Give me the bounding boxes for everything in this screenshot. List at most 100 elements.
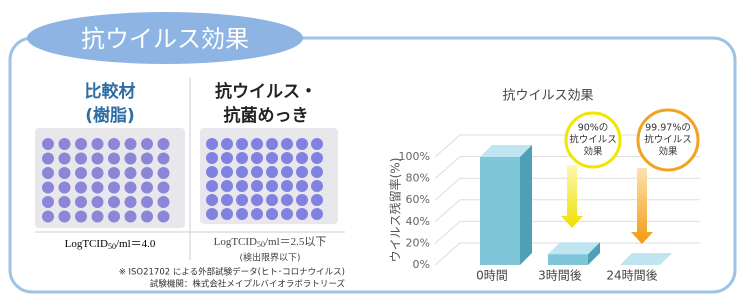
well (281, 152, 293, 164)
bar-side (520, 145, 532, 265)
footnote: 試験機関：株式会社メイプルバイオラボラトリーズ (150, 279, 346, 290)
well (311, 138, 323, 150)
well (59, 153, 71, 165)
well (75, 211, 87, 223)
well (266, 208, 278, 220)
well (42, 153, 54, 165)
column-title: 抗菌めっき (224, 105, 309, 126)
annotation-text: 抗ウイルス (569, 134, 617, 146)
tab-title: 抗ウイルス効果 (81, 25, 249, 53)
well (75, 167, 87, 179)
well (296, 180, 308, 192)
well (206, 166, 218, 178)
well (108, 167, 120, 179)
well (296, 208, 308, 220)
well (75, 182, 87, 194)
well (141, 153, 153, 165)
bar (548, 254, 588, 265)
well (221, 180, 233, 192)
well (158, 167, 170, 179)
well (266, 180, 278, 192)
well (75, 196, 87, 208)
well (108, 211, 120, 223)
well (92, 153, 104, 165)
y-axis-label: ウイルス残留率(%) (388, 158, 403, 263)
well (92, 182, 104, 194)
annotation-text: 99.97%の (645, 123, 691, 134)
well (251, 166, 263, 178)
well (266, 138, 278, 150)
well (125, 153, 137, 165)
well (236, 180, 248, 192)
well (251, 208, 263, 220)
well (158, 196, 170, 208)
well (158, 211, 170, 223)
well (158, 153, 170, 165)
well (311, 180, 323, 192)
well (141, 138, 153, 150)
y-tick-label: 60% (406, 193, 430, 206)
well (251, 180, 263, 192)
well (75, 138, 87, 150)
annotation-text: 90%の (578, 123, 609, 134)
well (42, 138, 54, 150)
result-note: (検出限界以下) (239, 252, 300, 264)
y-tick-label: 80% (406, 172, 430, 185)
well (92, 196, 104, 208)
y-tick-label: 20% (406, 236, 430, 249)
well (266, 166, 278, 178)
well (236, 138, 248, 150)
well (251, 152, 263, 164)
well (221, 166, 233, 178)
well (92, 211, 104, 223)
well (59, 138, 71, 150)
well (281, 208, 293, 220)
well (75, 153, 87, 165)
well (125, 138, 137, 150)
well (266, 194, 278, 206)
well (59, 211, 71, 223)
well (251, 138, 263, 150)
well (158, 138, 170, 150)
well (42, 211, 54, 223)
x-tick-label: 24時間後 (606, 269, 657, 283)
well (141, 211, 153, 223)
footnote: ※ ISO21702 による外部試験データ(ヒト･コロナウイルス) (119, 267, 345, 278)
well (125, 211, 137, 223)
well (311, 194, 323, 206)
annotation-text: 効果 (583, 146, 603, 158)
page: 抗ウイルス効果 比較材 (樹脂) 抗ウイルス・ 抗菌めっき LogTCID50/… (0, 0, 745, 299)
well (221, 194, 233, 206)
well (125, 196, 137, 208)
well (311, 152, 323, 164)
well (108, 196, 120, 208)
well (141, 167, 153, 179)
annotation-text: 抗ウイルス (644, 134, 692, 146)
well (108, 153, 120, 165)
well (266, 152, 278, 164)
well (141, 182, 153, 194)
bar (480, 157, 520, 265)
well (125, 167, 137, 179)
well (311, 208, 323, 220)
well (206, 180, 218, 192)
well (92, 138, 104, 150)
well (158, 182, 170, 194)
well (206, 152, 218, 164)
well (108, 138, 120, 150)
well (92, 167, 104, 179)
well (296, 166, 308, 178)
well (221, 208, 233, 220)
result: LogTCID50/ml＝2.5以下 (214, 236, 327, 249)
well (311, 166, 323, 178)
annotation-text: 効果 (658, 146, 678, 158)
y-tick-label: 0% (413, 258, 430, 271)
well (42, 182, 54, 194)
well (59, 182, 71, 194)
well (206, 138, 218, 150)
column-title: 抗ウイルス・ (215, 81, 317, 102)
well (125, 182, 137, 194)
well (236, 152, 248, 164)
well (141, 196, 153, 208)
well (108, 182, 120, 194)
